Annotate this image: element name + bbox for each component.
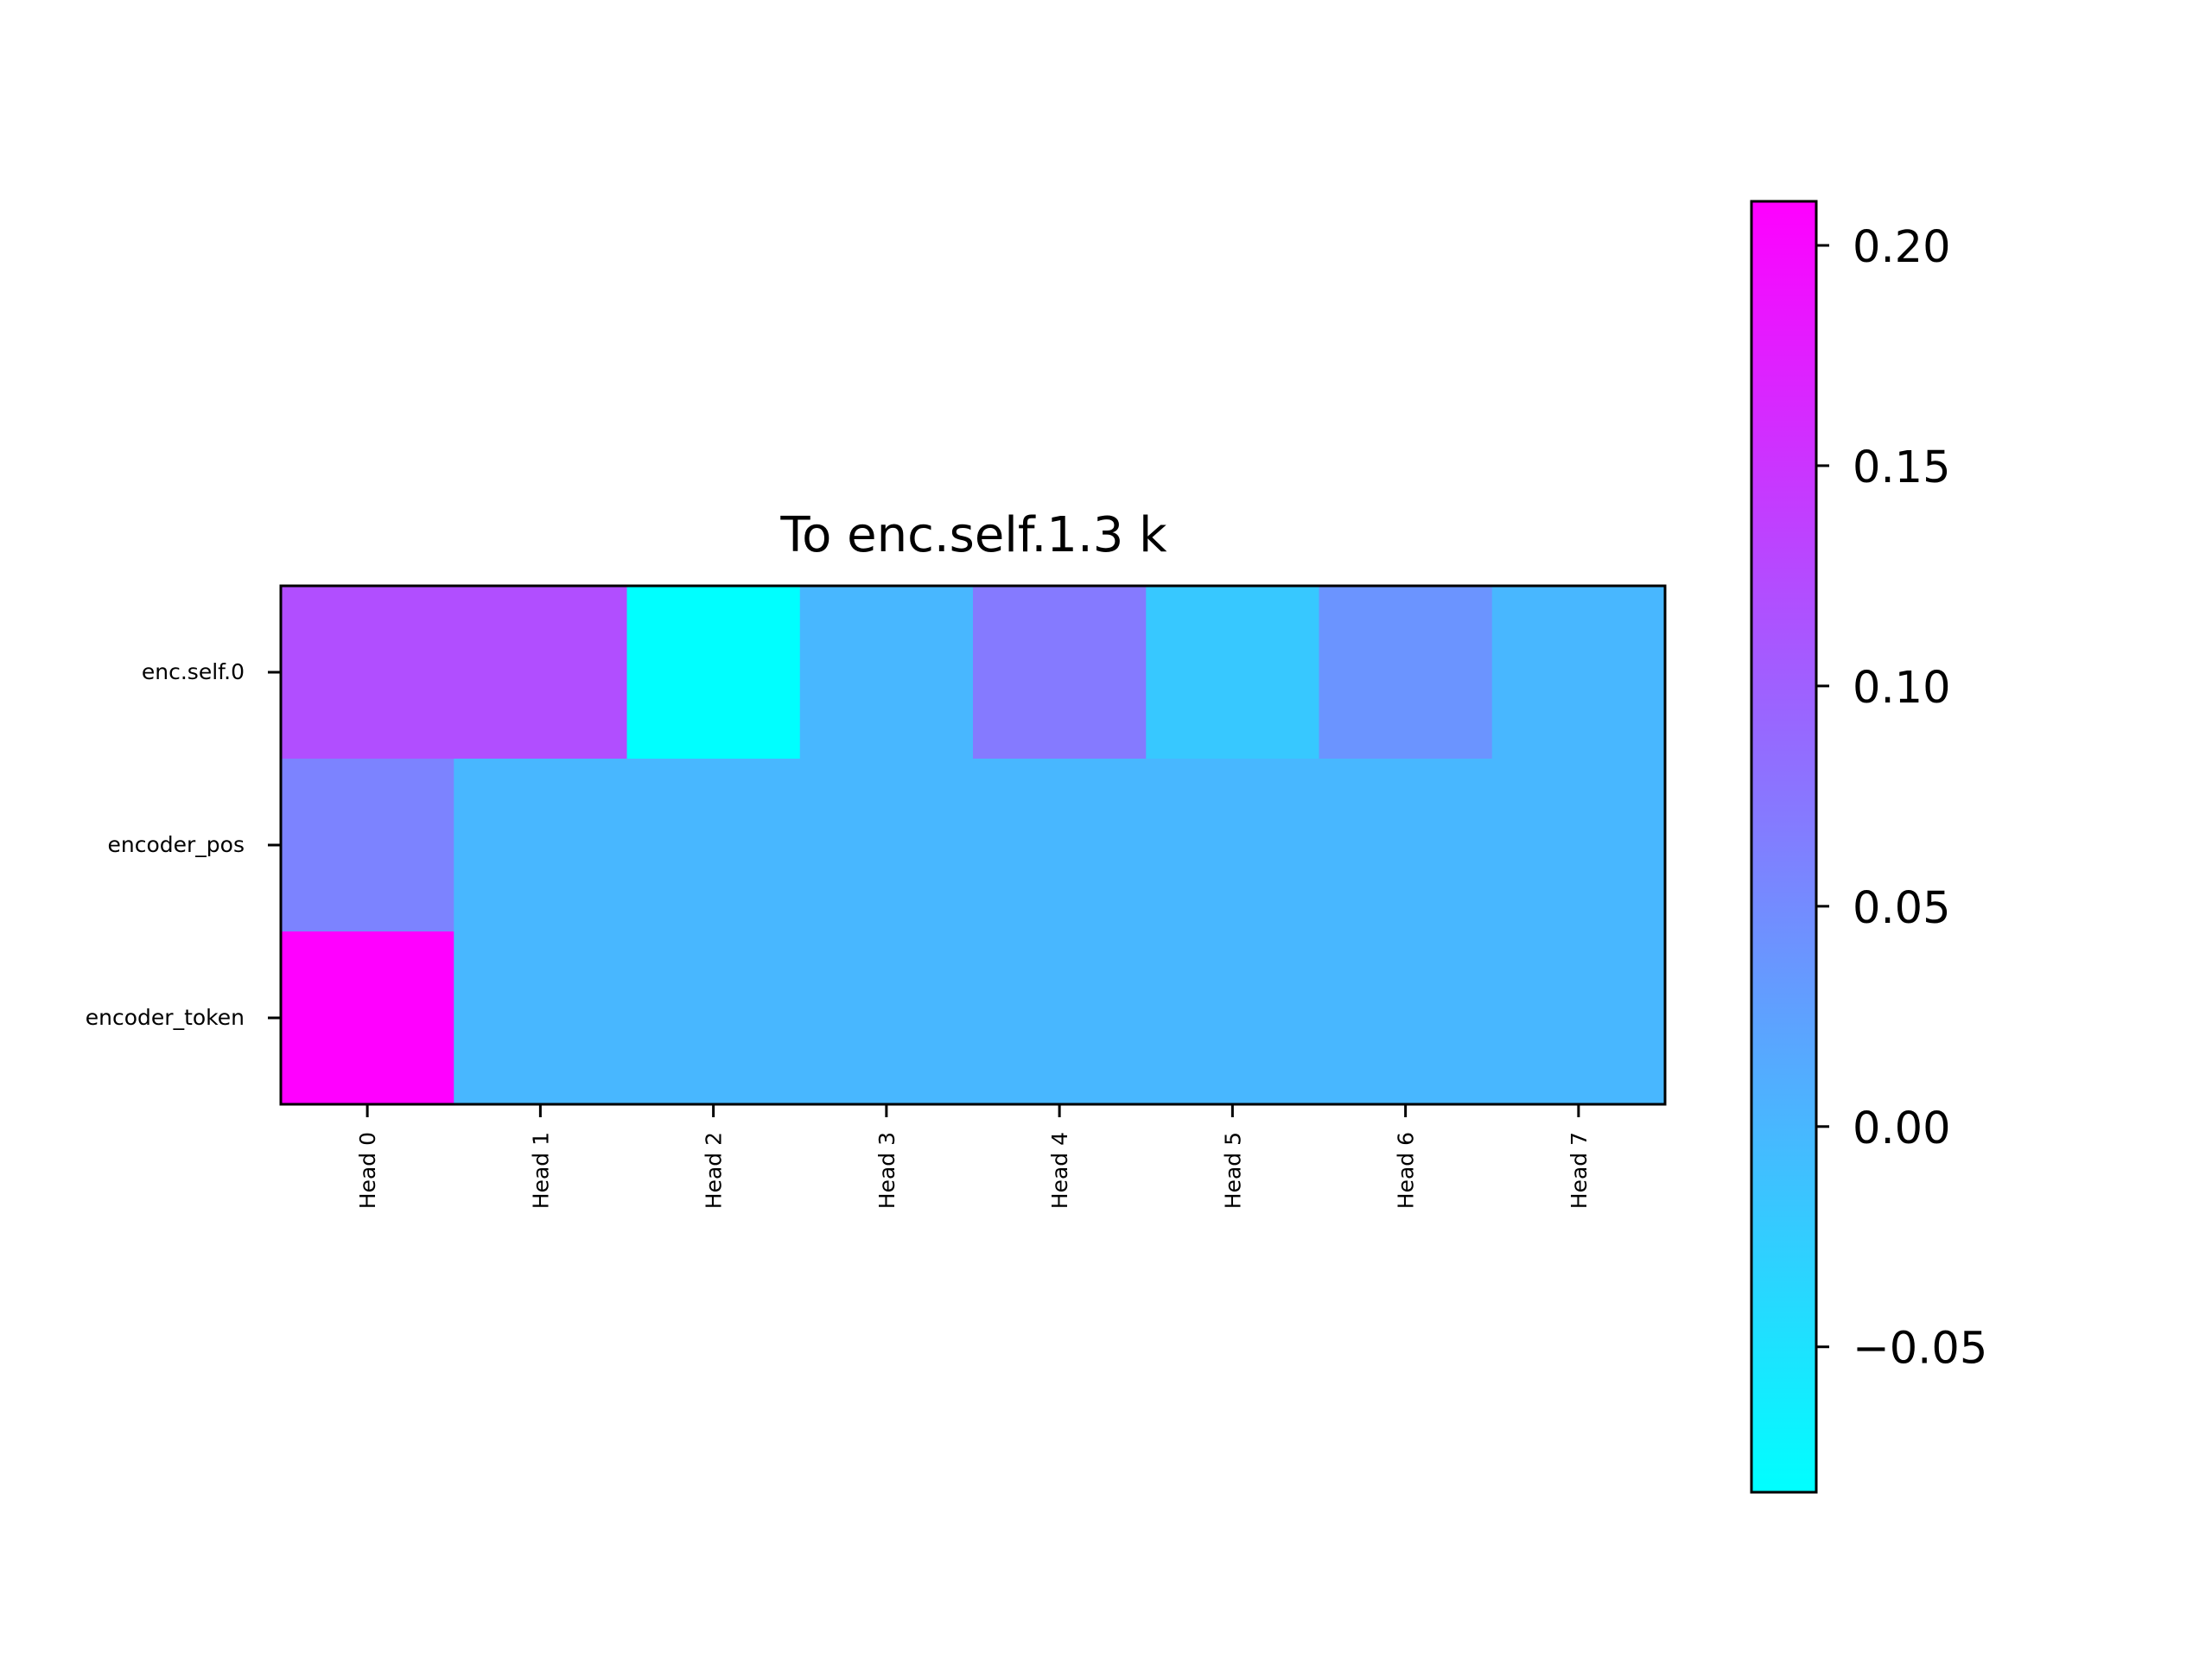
heatmap-cell [281, 759, 454, 932]
heatmap-cell [454, 759, 628, 932]
colorbar-tick-label: 0.00 [1853, 1103, 1951, 1154]
x-tick-label: Head 0 [355, 1132, 380, 1209]
chart-title: To enc.self.1.3 k [779, 507, 1167, 563]
heatmap-cell [1319, 586, 1493, 760]
y-tick-label: encoder_token [86, 1005, 245, 1030]
colorbar-tick-label: 0.15 [1853, 442, 1951, 493]
x-axis: Head 0 Head 1 Head 2 Head 3 Head 4 Head 5 Head… [355, 1104, 1592, 1209]
x-tick-label: Head 1 [528, 1132, 553, 1209]
x-tick-label: Head 4 [1047, 1132, 1072, 1209]
x-tick-label: Head 6 [1394, 1132, 1419, 1209]
y-tick-label: encoder_pos [108, 832, 245, 857]
colorbar-frame [1750, 200, 1818, 1494]
colorbar-gradient [1751, 201, 1816, 1492]
heatmap-cell [626, 586, 801, 760]
heatmap-cell [626, 759, 801, 932]
y-axis: enc.self.0 encoder_pos encoder_token [86, 659, 281, 1030]
colorbar-tick-label: 0.10 [1853, 663, 1951, 714]
y-tick-label: enc.self.0 [142, 659, 245, 684]
heatmap-cell [281, 931, 454, 1105]
heatmap-cell [1146, 586, 1320, 760]
heatmap-cell [626, 931, 801, 1105]
heatmap-cell [1146, 931, 1320, 1105]
heatmap-cell [799, 931, 974, 1105]
heatmap-cell [973, 931, 1147, 1105]
heatmap-cell [973, 759, 1147, 932]
heatmap-cell [973, 586, 1147, 760]
heatmap-cell [799, 586, 974, 760]
colorbar: −0.05 0.00 0.05 0.10 0.15 0.20 [1750, 200, 1987, 1494]
heatmap-cell [1146, 759, 1320, 932]
heatmap-cell [281, 586, 454, 760]
colorbar-tick-label: −0.05 [1853, 1324, 1987, 1375]
heatmap-cell [1491, 586, 1666, 760]
colorbar-ticks: −0.05 0.00 0.05 0.10 0.15 0.20 [1816, 222, 1987, 1375]
heatmap-cell [799, 759, 974, 932]
heatmap-cells [281, 586, 1666, 1105]
heatmap-cell [1491, 759, 1666, 932]
colorbar-tick-label: 0.05 [1853, 883, 1951, 934]
colorbar-tick-label: 0.20 [1853, 222, 1951, 273]
heatmap-cell [1491, 931, 1666, 1105]
x-tick-label: Head 7 [1567, 1132, 1592, 1209]
heatmap-cell [454, 931, 628, 1105]
heatmap-cell [1319, 759, 1493, 932]
x-tick-label: Head 3 [874, 1132, 899, 1209]
x-tick-label: Head 5 [1220, 1132, 1245, 1209]
heatmap-cell [1319, 931, 1493, 1105]
x-tick-label: Head 2 [702, 1132, 727, 1209]
heatmap-cell [454, 586, 628, 760]
